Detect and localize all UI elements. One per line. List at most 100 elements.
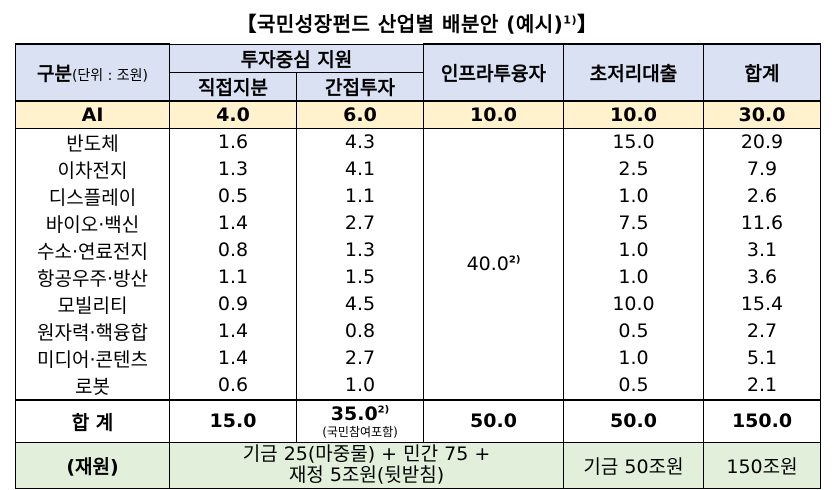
cell-lowrate: 0.5 <box>563 371 704 400</box>
table-row: 원자력·핵융합 1.4 0.8 0.5 2.7 <box>15 317 821 345</box>
cell-lowrate: 7.5 <box>563 209 704 237</box>
cell-direct: 0.6 <box>169 371 297 400</box>
total-indirect-sub: (국민참여포함) <box>322 425 398 439</box>
header-category-label: 구분 <box>36 62 72 85</box>
cell-lowrate: 1.0 <box>563 182 704 210</box>
cell-direct: 0.5 <box>169 182 297 210</box>
table-row: 반도체 1.6 4.3 40.02) 15.0 20.9 <box>15 128 821 400</box>
cell-direct: 1.4 <box>169 209 297 237</box>
infra-merged-value: 40.0 <box>466 252 509 275</box>
cell-direct: 1.4 <box>169 317 297 345</box>
source-investment: 기금 25(마중물) + 민간 75 + 재정 5조원(뒷받침) <box>169 441 564 489</box>
cell-indirect: 2.7 <box>296 209 424 237</box>
cell-infra: 10.0 <box>423 99 564 129</box>
row-name: 반도체 <box>15 128 170 156</box>
total-label: 합 계 <box>15 398 170 443</box>
cell-total: 7.9 <box>703 155 821 183</box>
cell-direct: 1.4 <box>169 344 297 372</box>
table-row: 바이오·백신 1.4 2.7 7.5 11.6 <box>15 209 821 237</box>
cell-lowrate: 1.0 <box>563 263 704 291</box>
row-name: 디스플레이 <box>15 182 170 210</box>
cell-total: 30.0 <box>703 99 821 129</box>
cell-lowrate: 0.5 <box>563 317 704 345</box>
table-row: 항공우주·방산 1.1 1.5 1.0 3.6 <box>15 263 821 291</box>
cell-direct: 1.6 <box>169 128 297 156</box>
cell-indirect: 1.1 <box>296 182 424 210</box>
cell-indirect: 4.5 <box>296 290 424 318</box>
cell-lowrate: 1.0 <box>563 236 704 264</box>
cell-total: 15.4 <box>703 290 821 318</box>
cell-direct: 0.9 <box>169 290 297 318</box>
header-lowrate: 초저리대출 <box>563 43 704 101</box>
total-sum: 150.0 <box>703 398 821 443</box>
cell-infra-merged: 40.02) <box>423 128 564 400</box>
total-infra: 50.0 <box>423 398 564 443</box>
cell-indirect: 2.7 <box>296 344 424 372</box>
source-label: (재원) <box>15 441 170 489</box>
row-name: AI <box>15 99 170 129</box>
table-row: 이차전지 1.3 4.1 2.5 7.9 <box>15 155 821 183</box>
total-direct: 15.0 <box>169 398 297 443</box>
header-infra: 인프라투융자 <box>423 43 564 101</box>
cell-direct: 1.1 <box>169 263 297 291</box>
header-unit: (단위 : 조원) <box>71 67 149 84</box>
table-row: 모빌리티 0.9 4.5 10.0 15.4 <box>15 290 821 318</box>
row-name: 원자력·핵융합 <box>15 317 170 345</box>
cell-total: 3.6 <box>703 263 821 291</box>
cell-indirect: 4.1 <box>296 155 424 183</box>
cell-indirect: 0.8 <box>296 317 424 345</box>
table-row: 로봇 0.6 1.0 0.5 2.1 <box>15 371 821 400</box>
cell-indirect: 1.3 <box>296 236 424 264</box>
row-name: 바이오·백신 <box>15 209 170 237</box>
header-total: 합계 <box>703 43 821 101</box>
row-name: 항공우주·방산 <box>15 263 170 291</box>
cell-total: 20.9 <box>703 128 821 156</box>
cell-indirect: 1.0 <box>296 371 424 400</box>
table-row-source: (재원) 기금 25(마중물) + 민간 75 + 재정 5조원(뒷받침) 기금… <box>15 441 821 489</box>
allocation-table: 구분(단위 : 조원) 투자중심 지원 인프라투융자 초저리대출 합계 직접지분… <box>15 43 821 489</box>
infra-merged-footnote: 2) <box>508 254 521 266</box>
cell-lowrate: 10.0 <box>563 290 704 318</box>
header-direct: 직접지분 <box>169 71 297 101</box>
cell-total: 5.1 <box>703 344 821 372</box>
source-investment-line2: 재정 5조원(뒷받침) <box>288 464 445 486</box>
table-row-total: 합 계 15.0 35.02) (국민참여포함) 50.0 50.0 150.0 <box>15 398 821 443</box>
cell-indirect: 1.5 <box>296 263 424 291</box>
cell-total: 3.1 <box>703 236 821 264</box>
cell-direct: 0.8 <box>169 236 297 264</box>
header-investment: 투자중심 지원 <box>169 43 424 73</box>
row-name: 로봇 <box>15 371 170 400</box>
source-total: 150조원 <box>703 441 821 489</box>
total-indirect-footnote: 2) <box>377 404 390 416</box>
table-row: 미디어·콘텐츠 1.4 2.7 1.0 5.1 <box>15 344 821 372</box>
cell-indirect: 4.3 <box>296 128 424 156</box>
cell-direct: 1.3 <box>169 155 297 183</box>
total-indirect-value: 35.0 <box>330 403 378 425</box>
row-name: 이차전지 <box>15 155 170 183</box>
row-name: 미디어·콘텐츠 <box>15 344 170 372</box>
source-lowrate: 기금 50조원 <box>563 441 704 489</box>
cell-indirect: 6.0 <box>296 99 424 129</box>
table-row: 수소·연료전지 0.8 1.3 1.0 3.1 <box>15 236 821 264</box>
source-investment-line1: 기금 25(마중물) + 민간 75 + <box>242 443 491 465</box>
total-indirect: 35.02) (국민참여포함) <box>296 398 424 443</box>
cell-total: 2.7 <box>703 317 821 345</box>
cell-lowrate: 15.0 <box>563 128 704 156</box>
header-indirect: 간접투자 <box>296 71 424 101</box>
cell-lowrate: 2.5 <box>563 155 704 183</box>
cell-lowrate: 10.0 <box>563 99 704 129</box>
total-lowrate: 50.0 <box>563 398 704 443</box>
page-title: 【국민성장펀드 산업별 배분안 (예시)1)】 <box>0 8 834 37</box>
cell-total: 2.6 <box>703 182 821 210</box>
title-footnote: 1) <box>563 13 577 27</box>
header-category: 구분(단위 : 조원) <box>15 43 170 101</box>
row-name: 모빌리티 <box>15 290 170 318</box>
table-row: 디스플레이 0.5 1.1 1.0 2.6 <box>15 182 821 210</box>
cell-total: 11.6 <box>703 209 821 237</box>
title-text: 【국민성장펀드 산업별 배분안 (예시) <box>236 12 564 36</box>
cell-direct: 4.0 <box>169 99 297 129</box>
title-bracket: 】 <box>576 12 598 36</box>
cell-lowrate: 1.0 <box>563 344 704 372</box>
cell-total: 2.1 <box>703 371 821 400</box>
row-name: 수소·연료전지 <box>15 236 170 264</box>
